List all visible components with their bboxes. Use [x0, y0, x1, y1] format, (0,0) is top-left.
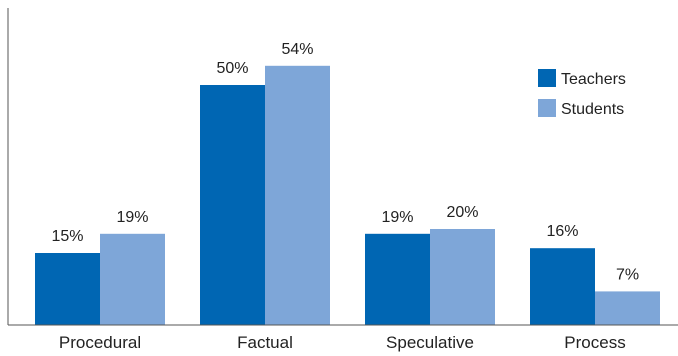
x-tick-label-procedural: Procedural — [59, 333, 141, 352]
value-label-students-process: 7% — [616, 266, 639, 283]
legend: Teachers Students — [538, 69, 626, 118]
x-tick-labels-layer: Procedural Factual Speculative Process — [59, 333, 626, 352]
x-tick-label-factual: Factual — [237, 333, 293, 352]
legend-swatch-teachers — [538, 69, 556, 87]
bar-teachers-procedural — [35, 253, 100, 325]
legend-swatch-students — [538, 99, 556, 117]
legend-label-teachers: Teachers — [561, 71, 626, 88]
bar-teachers-process — [530, 248, 595, 325]
value-label-teachers-speculative: 19% — [381, 209, 413, 226]
bar-teachers-factual — [200, 85, 265, 325]
value-labels-layer: 15% 19% 50% 54% 19% 20% 16% 7% — [51, 41, 639, 284]
value-label-teachers-factual: 50% — [216, 60, 248, 77]
value-label-students-factual: 54% — [281, 41, 313, 58]
value-label-students-speculative: 20% — [446, 204, 478, 221]
bar-students-process — [595, 291, 660, 325]
x-tick-label-process: Process — [564, 333, 625, 352]
value-label-students-procedural: 19% — [116, 209, 148, 226]
bar-students-factual — [265, 65, 330, 326]
value-label-teachers-procedural: 15% — [51, 228, 83, 245]
bar-students-speculative — [430, 229, 495, 325]
bar-students-procedural — [100, 233, 165, 325]
bar-teachers-speculative — [365, 233, 430, 325]
legend-label-students: Students — [561, 101, 624, 118]
x-tick-label-speculative: Speculative — [386, 333, 474, 352]
bars-layer — [35, 65, 660, 326]
value-label-teachers-process: 16% — [546, 223, 578, 240]
